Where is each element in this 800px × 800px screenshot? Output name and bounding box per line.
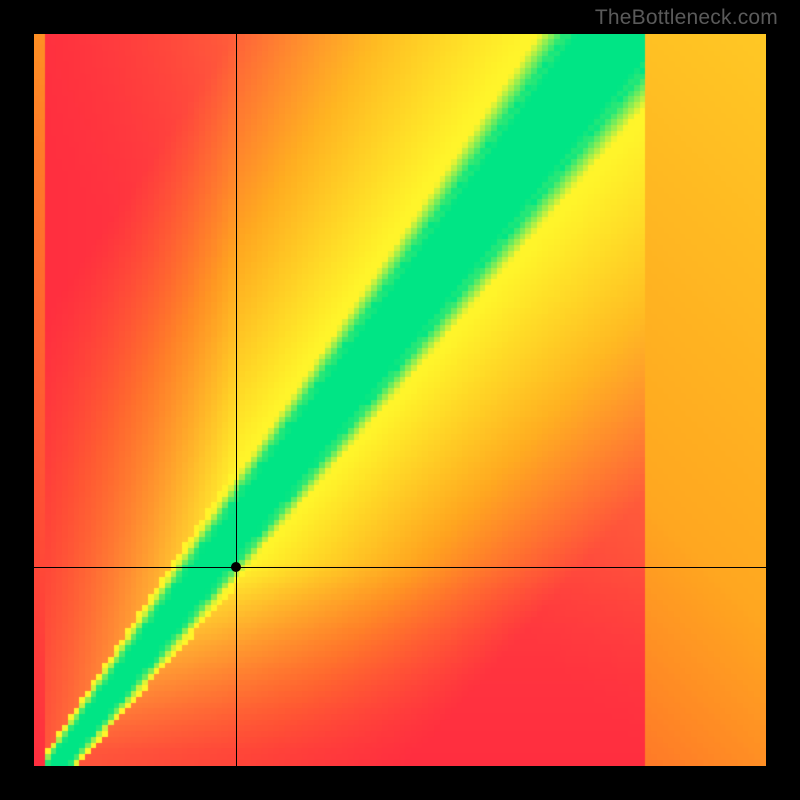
- watermark-text: TheBottleneck.com: [595, 6, 778, 30]
- bottleneck-heatmap: [34, 34, 766, 766]
- selection-point: [231, 562, 241, 572]
- crosshair-vertical: [236, 34, 237, 766]
- heatmap-canvas: [34, 34, 766, 766]
- crosshair-horizontal: [34, 567, 766, 568]
